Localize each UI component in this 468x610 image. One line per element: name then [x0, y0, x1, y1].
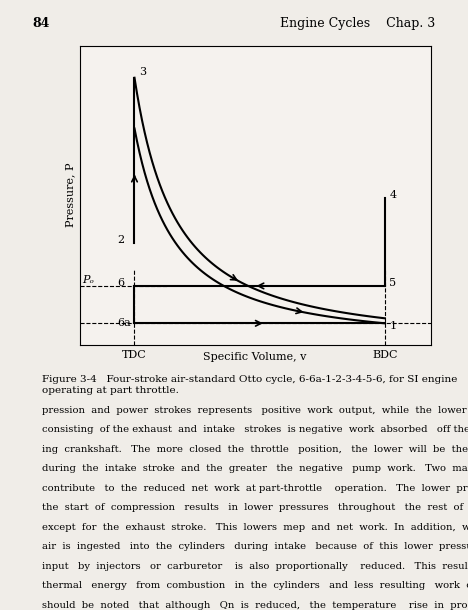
- Text: air  is  ingested   into  the  cylinders   during  intake   because  of  this  l: air is ingested into the cylinders durin…: [42, 542, 468, 551]
- Text: 1: 1: [389, 321, 396, 331]
- Text: Specific Volume, v: Specific Volume, v: [204, 352, 307, 362]
- Text: 4: 4: [389, 190, 396, 200]
- Text: the  start  of  compression   results   in  lower  pressures   throughout   the : the start of compression results in lowe…: [42, 503, 468, 512]
- Y-axis label: Pressure, P: Pressure, P: [66, 163, 75, 228]
- Text: contribute   to  the  reduced  net  work  at part-throttle    operation.   The  : contribute to the reduced net work at pa…: [42, 484, 468, 493]
- Text: during  the  intake  stroke  and  the  greater   the  negative   pump  work.   T: during the intake stroke and the greater…: [42, 464, 468, 473]
- Text: except  for  the  exhaust  stroke.   This  lowers  mep  and  net  work.  In  add: except for the exhaust stroke. This lowe…: [42, 523, 468, 532]
- Text: ing  crankshaft.   The  more  closed  the  throttle   position,   the  lower  wi: ing crankshaft. The more closed the thro…: [42, 445, 468, 454]
- Text: Figure 3-4   Four-stroke air-standard Otto cycle, 6-6a-1-2-3-4-5-6, for SI engin: Figure 3-4 Four-stroke air-standard Otto…: [42, 375, 458, 395]
- Text: pression  and  power  strokes  represents   positive  work  output,  while  the : pression and power strokes represents po…: [42, 406, 468, 415]
- Text: should  be  noted   that  although   Qn  is  reduced,   the  temperature    rise: should be noted that although Qn is redu…: [42, 601, 468, 610]
- Text: consisting  of the exhaust  and  intake   strokes  is negative  work  absorbed  : consisting of the exhaust and intake str…: [42, 425, 468, 434]
- Text: 6: 6: [118, 278, 125, 288]
- Text: 2: 2: [118, 235, 125, 245]
- Text: 5: 5: [389, 278, 396, 288]
- Text: Pₒ: Pₒ: [83, 275, 95, 285]
- Text: thermal   energy   from  combustion   in  the  cylinders   and  less  resulting : thermal energy from combustion in the cy…: [42, 581, 468, 590]
- Text: Engine Cycles    Chap. 3: Engine Cycles Chap. 3: [280, 18, 435, 30]
- Text: 84: 84: [33, 18, 50, 30]
- Text: 6a: 6a: [118, 318, 132, 328]
- Text: input   by  injectors   or  carburetor    is  also  proportionally    reduced.  : input by injectors or carburetor is also…: [42, 562, 468, 571]
- Text: 3: 3: [139, 67, 146, 77]
